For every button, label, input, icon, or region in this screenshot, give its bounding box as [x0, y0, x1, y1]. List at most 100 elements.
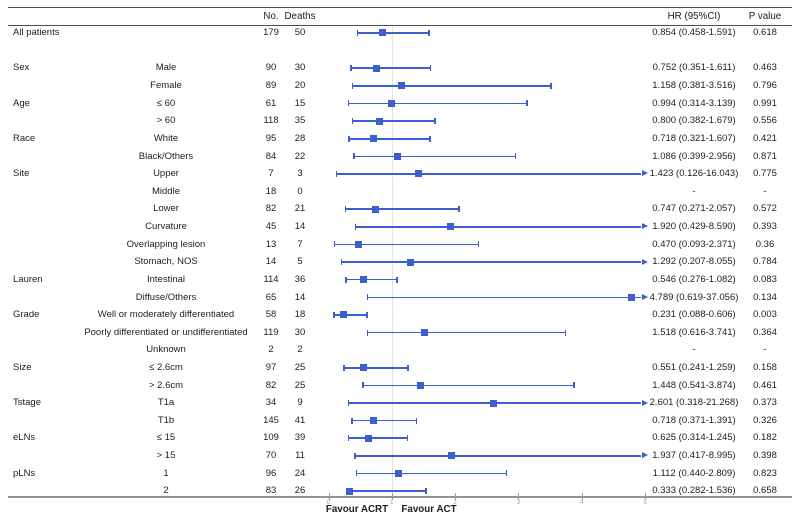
- subgroup-label: Unknown: [146, 344, 186, 356]
- hr-point-marker: [446, 223, 454, 231]
- hr-point-marker: [398, 82, 406, 90]
- hr-ci-value: 4.789 (0.619-37.056): [649, 291, 739, 303]
- ci-cap-left: [340, 259, 343, 266]
- ci-line: [348, 437, 408, 440]
- p-value: 0.373: [753, 397, 777, 409]
- ci-cap-left: [355, 470, 358, 477]
- ci-cap-right: [505, 470, 508, 477]
- p-value: 0.784: [753, 256, 777, 268]
- ci-line: [341, 261, 642, 263]
- hr-ci-value: 0.231 (0.088-0.606): [652, 309, 736, 321]
- no-value: 118: [263, 115, 279, 127]
- deaths-value: 22: [294, 150, 306, 162]
- p-value: 0.991: [753, 97, 777, 109]
- no-value: 114: [263, 273, 279, 285]
- forest-row: Poorly differentiated or undifferentiate…: [0, 324, 794, 342]
- subgroup-label: Female: [150, 80, 182, 92]
- x-axis-tick-label: 2: [453, 500, 457, 506]
- hr-ci-value: 0.854 (0.458-1.591): [652, 27, 736, 39]
- subgroup-label: > 2.6cm: [148, 379, 184, 391]
- forest-row: eLNs ≤ 15 109 39 0.625 (0.314-1.245) 0.182: [0, 429, 794, 447]
- hr-ci-value: 1.448 (0.541-3.874): [652, 379, 736, 391]
- ci-cap-left: [349, 65, 352, 72]
- hr-point-marker: [359, 364, 367, 372]
- ci-cap-right: [396, 276, 398, 283]
- category-label: eLNs: [13, 432, 36, 444]
- arrow-right-icon: [641, 223, 648, 230]
- no-value: 7: [268, 168, 274, 180]
- subgroup-label: Lower: [153, 203, 179, 215]
- x-axis-tick-label: 1: [390, 500, 394, 506]
- forest-row: Curvature 45 14 1.920 (0.429-8.590) 0.393: [0, 218, 794, 236]
- forest-row: Lauren Intestinal 114 36 0.546 (0.276-1.082)…: [0, 271, 794, 289]
- spacer-row: [0, 42, 794, 60]
- no-value: 89: [265, 80, 277, 92]
- hr-point-marker: [416, 381, 424, 389]
- ci-line: [367, 296, 642, 299]
- category-label: Tstage: [13, 397, 41, 409]
- subgroup-label: ≤ 15: [156, 432, 176, 444]
- ci-cap-right: [429, 135, 432, 142]
- x-axis-line: [8, 496, 792, 498]
- column-header-hr-ci: HR (95%CI): [667, 11, 721, 22]
- arrow-right-icon: [641, 170, 648, 177]
- no-value: 109: [263, 432, 279, 444]
- ci-line: [348, 137, 431, 140]
- forest-row: Middle 18 0 - -: [0, 183, 794, 201]
- category-label: All patients: [13, 27, 60, 39]
- ci-line: [345, 278, 397, 281]
- hr-ci-value: 1.937 (0.417-8.995): [652, 450, 736, 462]
- ci-cap-left: [356, 29, 359, 36]
- column-header-deaths: Deaths: [284, 11, 316, 22]
- subgroup-label: Black/Others: [138, 150, 194, 162]
- forest-row: Lower 82 21 0.747 (0.271-2.057) 0.572: [0, 200, 794, 218]
- no-value: 70: [265, 450, 277, 462]
- p-value: 0.823: [753, 467, 777, 479]
- ci-cap-right: [564, 329, 567, 336]
- no-value: 97: [265, 361, 277, 373]
- deaths-value: 24: [294, 467, 306, 479]
- deaths-value: 14: [294, 291, 306, 303]
- ci-cap-right: [406, 435, 409, 442]
- x-axis-tick-label: 0: [326, 500, 331, 506]
- no-value: 2: [268, 344, 274, 356]
- x-axis-tick: [328, 493, 330, 500]
- ci-line: [345, 208, 459, 210]
- subgroup-label: Poorly differentiated or undifferentiate…: [84, 326, 248, 338]
- hr-ci-value: 1.158 (0.381-3.516): [652, 80, 736, 92]
- p-value: 0.364: [753, 326, 777, 338]
- hr-ci-value: 0.718 (0.371-1.391): [652, 414, 736, 426]
- forest-row: Size ≤ 2.6cm 97 25 0.551 (0.241-1.259) 0.158: [0, 359, 794, 377]
- ci-cap-left: [366, 294, 369, 301]
- subgroup-label: > 60: [156, 115, 176, 127]
- no-value: 13: [265, 238, 277, 250]
- hr-point-marker: [372, 64, 380, 72]
- hr-point-marker: [489, 399, 497, 407]
- ci-cap-right: [457, 206, 460, 213]
- deaths-value: 18: [294, 309, 306, 321]
- category-label: pLNs: [13, 467, 36, 479]
- hr-point-marker: [406, 258, 414, 266]
- top-rule: [8, 7, 792, 9]
- ci-line: [352, 120, 435, 122]
- ci-line: [346, 490, 426, 492]
- hr-point-marker: [421, 329, 429, 337]
- no-value: 61: [265, 97, 277, 109]
- hr-point-marker: [372, 205, 380, 213]
- ci-cap-right: [433, 118, 436, 125]
- hr-point-marker: [379, 29, 387, 37]
- ci-cap-right: [424, 488, 427, 495]
- hr-point-marker: [447, 452, 455, 460]
- p-value: 0.556: [753, 115, 777, 127]
- subgroup-label: T1b: [157, 414, 175, 426]
- forest-row: > 60 118 35 0.800 (0.382-1.679) 0.556: [0, 112, 794, 130]
- hr-point-marker: [415, 170, 423, 178]
- deaths-value: 30: [294, 326, 306, 338]
- no-value: 58: [265, 309, 277, 321]
- forest-row: Site Upper 7 3 1.423 (0.126-16.043) 0.775: [0, 165, 794, 183]
- ci-cap-left: [351, 417, 353, 424]
- p-value: 0.393: [753, 221, 777, 233]
- ci-line: [352, 85, 552, 87]
- column-header-pvalue: P value: [748, 11, 782, 22]
- deaths-value: 3: [297, 168, 303, 180]
